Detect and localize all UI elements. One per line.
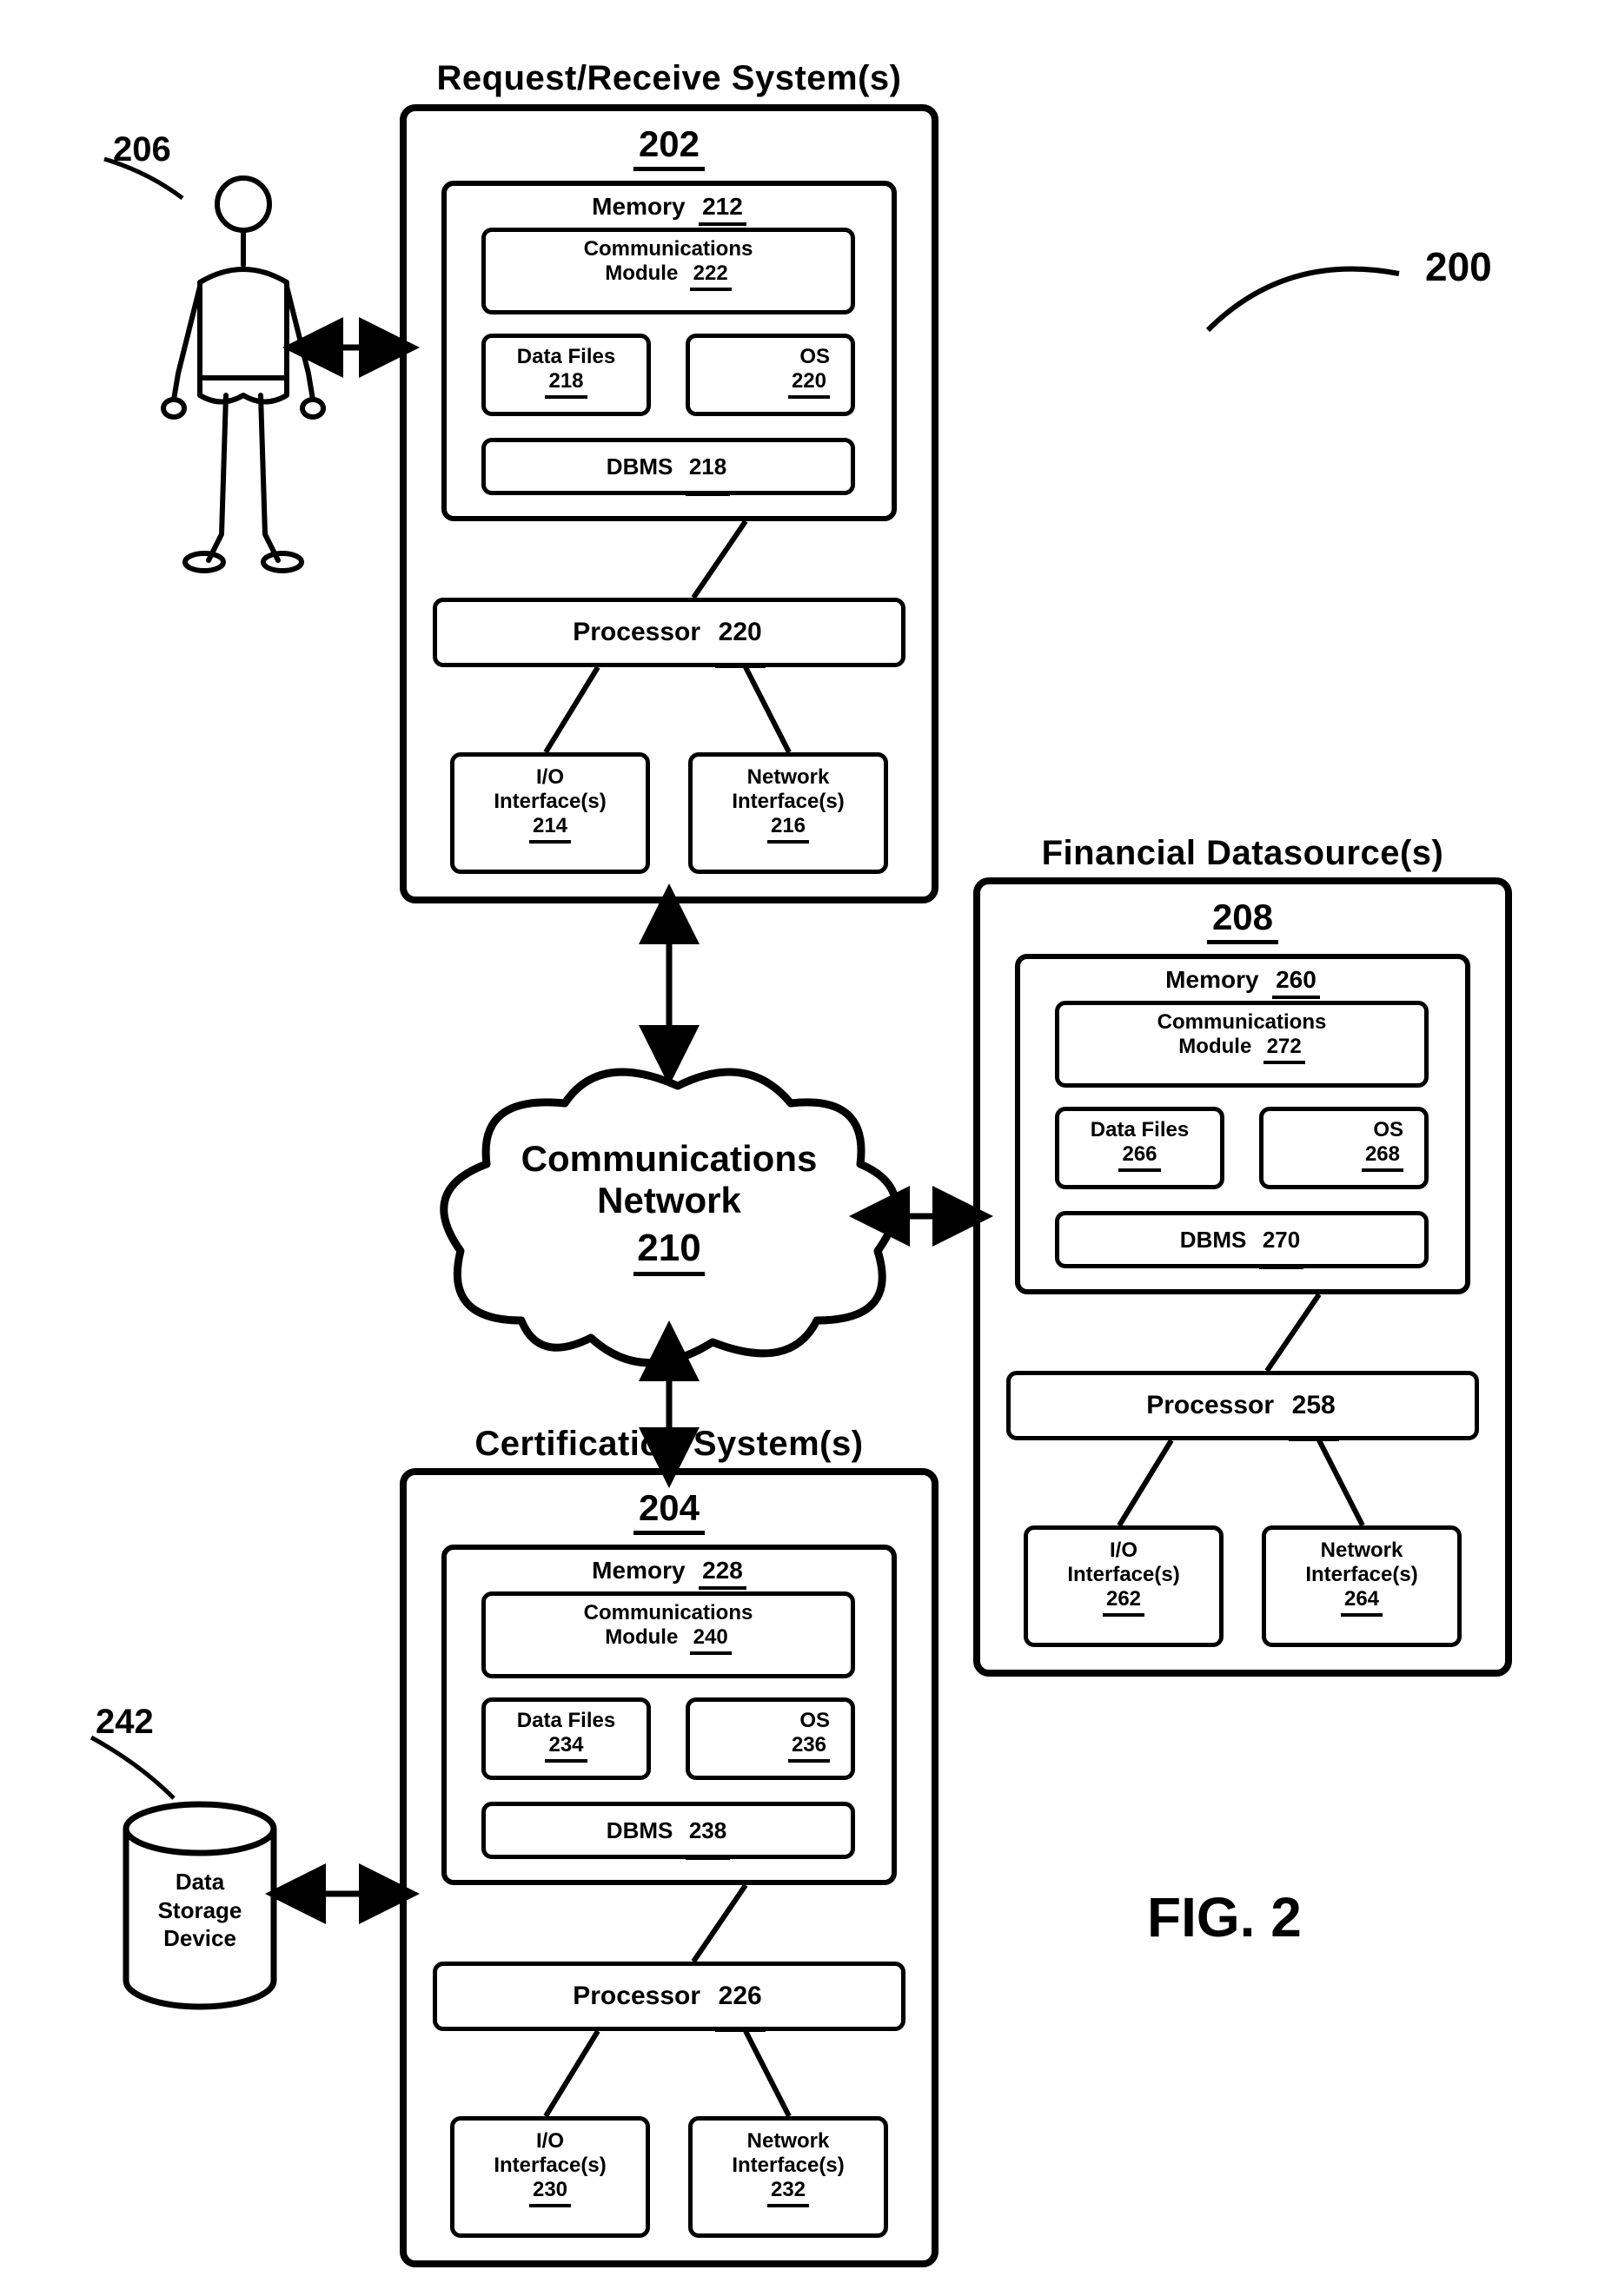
figure-label: FIG. 2 <box>1147 1885 1302 1949</box>
connectors <box>0 0 1605 2296</box>
diagram-stage: 200 206 Data Storage Device <box>0 0 1605 2296</box>
